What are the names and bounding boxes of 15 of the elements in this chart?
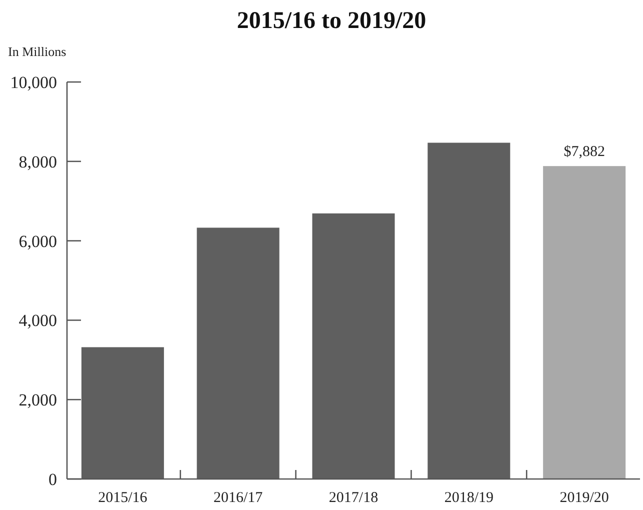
x-tick-label: 2019/20 [560, 490, 609, 506]
x-tick-label: 2016/17 [214, 490, 264, 506]
y-tick-label: 2,000 [18, 390, 57, 410]
chart-title: 2015/16 to 2019/20 [236, 8, 426, 34]
y-tick-label: 6,000 [18, 232, 57, 251]
x-tick-label: 2017/18 [328, 490, 378, 506]
y-axis-title: In Millions [8, 44, 66, 59]
y-tick-label: 10,000 [10, 72, 57, 92]
y-tick-label: 4,000 [18, 311, 57, 330]
data-label: $7,882 [564, 144, 605, 160]
x-tick-label: 2015/16 [98, 490, 148, 506]
y-tick-label: 0 [48, 470, 57, 489]
bar [543, 166, 626, 479]
x-tick-label: 2018/19 [444, 490, 494, 506]
y-tick-label: 8,000 [18, 152, 57, 172]
